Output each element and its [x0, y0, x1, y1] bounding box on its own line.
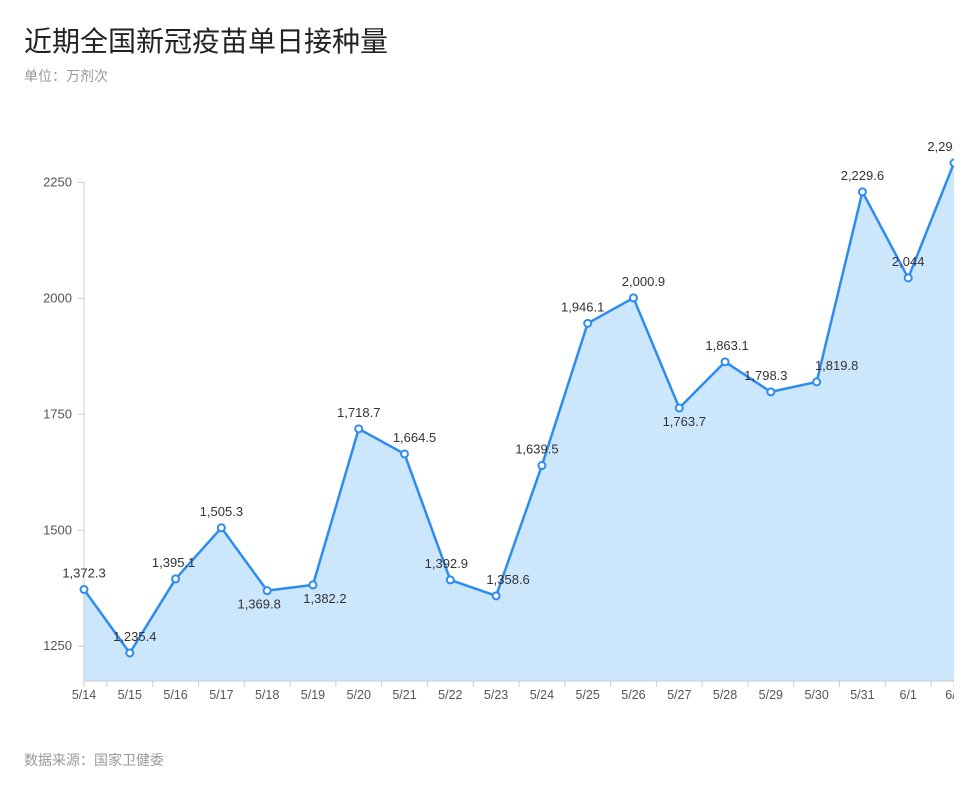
data-marker	[859, 188, 866, 195]
data-marker	[905, 274, 912, 281]
x-tick-label: 5/19	[301, 688, 325, 702]
data-label: 1,358.6	[486, 572, 529, 587]
data-label: 2,229.6	[841, 168, 884, 183]
data-marker	[813, 378, 820, 385]
y-tick-label: 1250	[43, 638, 72, 653]
data-marker	[676, 404, 683, 411]
data-label: 2,044	[892, 254, 925, 269]
data-source: 数据来源：国家卫健委	[24, 750, 953, 770]
y-tick-label: 2250	[43, 174, 72, 189]
data-label: 1,798.3	[744, 368, 787, 383]
chart-container: 1250 1500 1750 2000 2250 5/14 5/15 5/16 5/17 5/18…	[24, 126, 953, 726]
y-tick-label: 1500	[43, 522, 72, 537]
data-marker	[584, 320, 591, 327]
x-tick-label: 5/14	[72, 688, 96, 702]
data-marker	[447, 576, 454, 583]
data-label: 1,235.4	[113, 629, 156, 644]
data-marker	[493, 592, 500, 599]
x-tick-label: 5/30	[804, 688, 828, 702]
x-tick-label: 5/24	[530, 688, 554, 702]
data-label: 1,369.8	[237, 597, 280, 612]
x-tick-label: 5/15	[118, 688, 142, 702]
data-label: 1,392.9	[425, 556, 468, 571]
data-label: 1,372.3	[62, 565, 105, 580]
x-tick-label: 5/25	[576, 688, 600, 702]
data-label: 1,395.1	[152, 555, 195, 570]
x-tick-label: 5/18	[255, 688, 279, 702]
data-marker	[309, 581, 316, 588]
area-fill	[84, 163, 954, 681]
x-tick-label: 5/31	[850, 688, 874, 702]
x-tick-label: 5/26	[621, 688, 645, 702]
data-marker	[630, 294, 637, 301]
x-tick-label: 5/22	[438, 688, 462, 702]
data-label: 1,639.5	[515, 442, 558, 457]
x-tick-label: 5/20	[347, 688, 371, 702]
data-label: 1,382.2	[303, 591, 346, 606]
x-tick-label: 6/1	[900, 688, 917, 702]
x-tick-label: 5/17	[209, 688, 233, 702]
data-label: 1,763.7	[663, 414, 706, 429]
y-tick-label: 1750	[43, 406, 72, 421]
data-label: 1,946.1	[561, 299, 604, 314]
data-marker	[767, 388, 774, 395]
data-marker	[218, 524, 225, 531]
area-line-chart: 1250 1500 1750 2000 2250 5/14 5/15 5/16 5/17 5/18…	[24, 126, 954, 726]
x-tick-label: 5/28	[713, 688, 737, 702]
data-label: 1,718.7	[337, 405, 380, 420]
x-tick-label: 5/23	[484, 688, 508, 702]
data-label: 1,664.5	[393, 430, 436, 445]
x-tick-label: 5/29	[759, 688, 783, 702]
data-marker	[355, 425, 362, 432]
data-label: 1,819.8	[815, 358, 858, 373]
data-marker	[81, 586, 88, 593]
data-marker	[538, 462, 545, 469]
x-tick-label: 5/27	[667, 688, 691, 702]
data-marker	[401, 450, 408, 457]
data-marker	[126, 649, 133, 656]
data-marker	[722, 358, 729, 365]
data-label: 1,863.1	[705, 338, 748, 353]
data-label: 2,000.9	[622, 274, 665, 289]
y-tick-label: 2000	[43, 290, 72, 305]
data-marker	[951, 159, 955, 166]
chart-title: 近期全国新冠疫苗单日接种量	[24, 20, 953, 60]
x-tick-label: 6/2	[945, 688, 954, 702]
data-label: 2,291.8	[927, 139, 954, 154]
x-tick-label: 5/16	[163, 688, 187, 702]
x-tick-label: 5/21	[392, 688, 416, 702]
chart-subtitle: 单位：万剂次	[24, 66, 953, 86]
data-marker	[264, 587, 271, 594]
data-label: 1,505.3	[200, 504, 243, 519]
data-marker	[172, 575, 179, 582]
